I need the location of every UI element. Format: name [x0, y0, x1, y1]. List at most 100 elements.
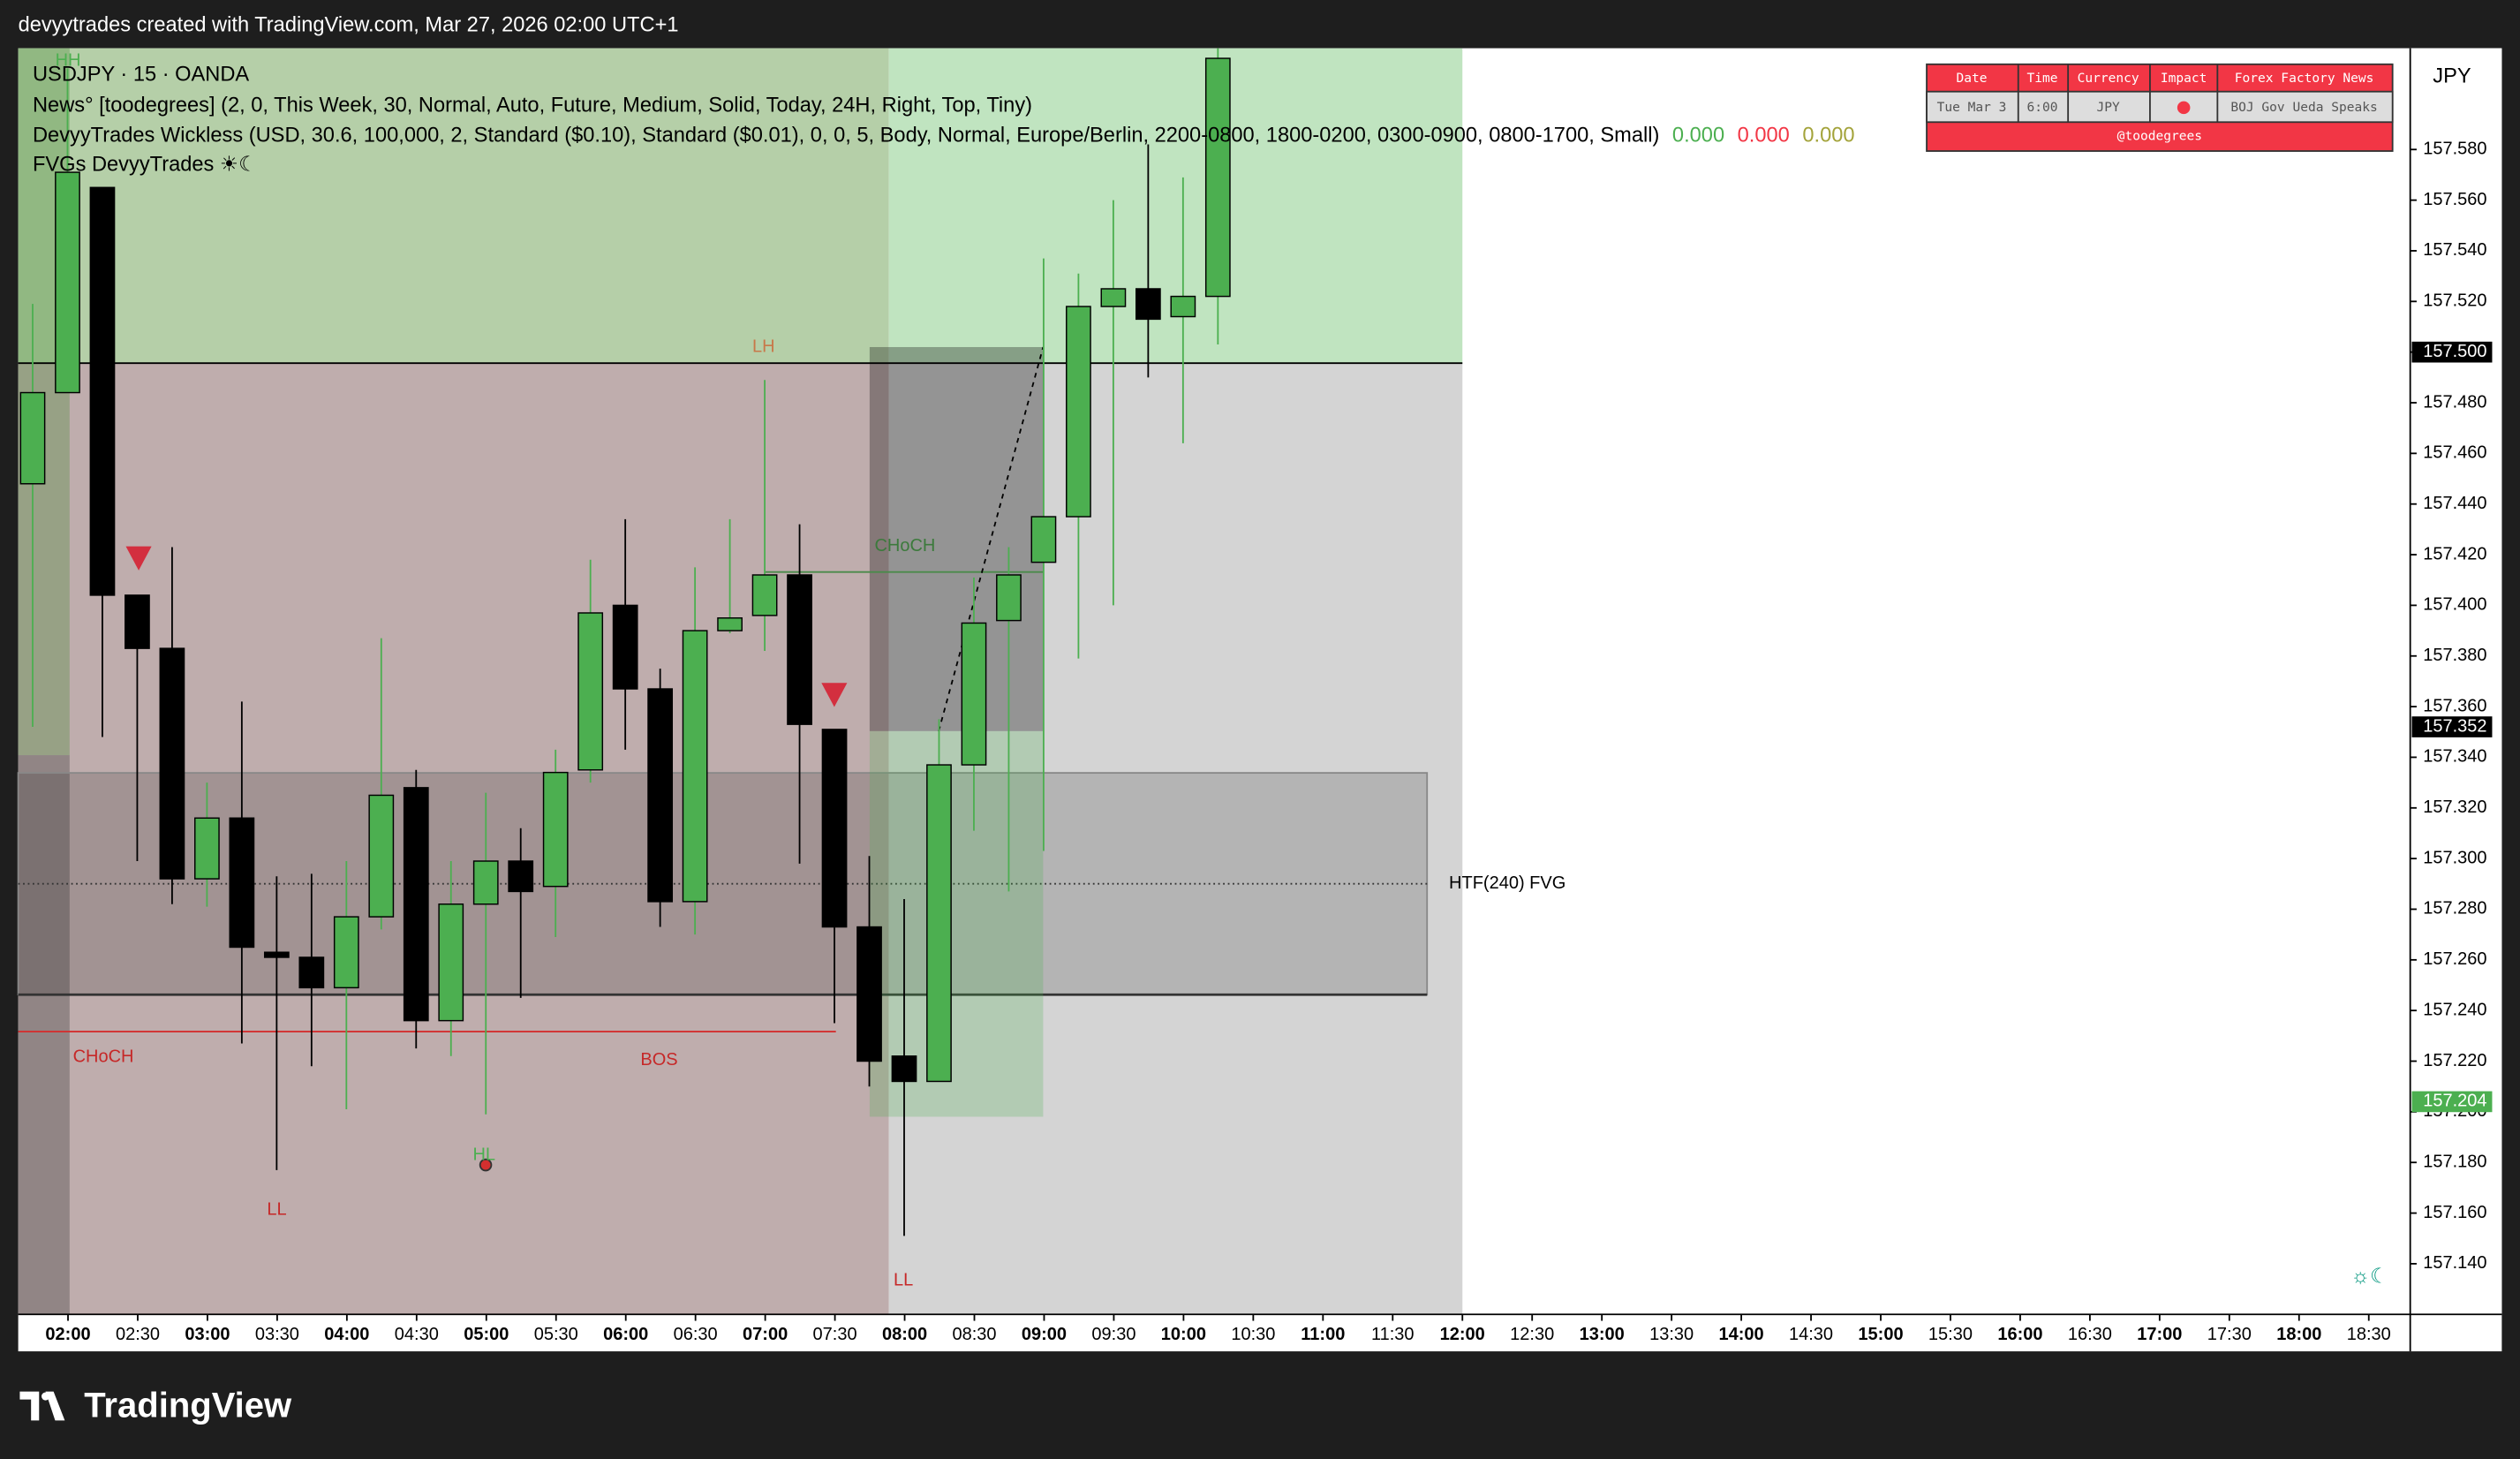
price-badge-label: 157.352: [2423, 716, 2486, 736]
candle-body: [368, 794, 395, 918]
y-tick-label: 157.560: [2423, 190, 2486, 209]
y-tick-label: 157.160: [2423, 1203, 2486, 1222]
y-tick-label: 157.540: [2423, 240, 2486, 260]
annotation: HTF(240) FVG: [1449, 873, 1566, 893]
candle-body: [333, 916, 359, 989]
candle-body: [1170, 295, 1196, 318]
x-tick-label: 02:30: [116, 1325, 160, 1344]
price-badge: [2411, 1091, 2493, 1113]
x-tick-label: 02:00: [45, 1325, 90, 1344]
legend-value: 0.000: [1738, 125, 1790, 147]
table-header: Date: [1956, 71, 1987, 86]
candle-body: [1030, 516, 1057, 563]
signal: [125, 546, 152, 571]
legend-news: News° [toodegrees] (2, 0, This Week, 30,…: [33, 94, 1032, 117]
y-tick-label: 157.440: [2423, 494, 2486, 513]
annotation: BOS: [640, 1050, 677, 1070]
x-tick-label: 06:00: [603, 1325, 648, 1344]
legend: USDJPY · 15 · OANDA News° [toodegrees] (…: [33, 64, 1855, 177]
candle-body: [89, 186, 116, 596]
impact-dot: [2177, 101, 2191, 115]
y-tick-label: 157.220: [2423, 1051, 2486, 1070]
candle-body: [159, 647, 185, 880]
x-tick-label: 14:00: [1719, 1325, 1764, 1344]
price-badge: [2411, 716, 2493, 737]
zone: [18, 48, 889, 364]
candle-body: [55, 171, 80, 394]
candle-body: [1135, 288, 1161, 321]
y-tick-label: 157.580: [2423, 140, 2486, 159]
x-tick-label: 03:30: [255, 1325, 299, 1344]
candle-body: [263, 951, 290, 958]
x-tick-label: 11:00: [1301, 1325, 1345, 1344]
dot: [479, 1158, 493, 1172]
price-badge-label: 157.500: [2423, 342, 2486, 361]
news-table: Date Time Currency Impact Forex Factory …: [1926, 63, 2394, 152]
candle-body: [194, 817, 220, 880]
candle-body: [472, 860, 499, 905]
legend-text: DevyyTrades Wickless (USD, 30.6, 100,000…: [33, 125, 1659, 147]
legend-symbol: USDJPY · 15 · OANDA: [33, 64, 249, 87]
table-cell: BOJ Gov Ueda Speaks: [2230, 100, 2377, 115]
candle-body: [717, 617, 743, 631]
header-title: devyytrades created with TradingView.com…: [19, 13, 679, 36]
candles: [19, 48, 1231, 1236]
candle-body: [891, 1055, 917, 1083]
annotation: CHoCH: [73, 1047, 134, 1066]
x-tick-label: 07:00: [743, 1325, 788, 1344]
candle-body: [856, 926, 882, 1062]
annotation: LL: [267, 1199, 286, 1219]
candle-body: [508, 860, 534, 893]
table-grid: [2017, 64, 2219, 123]
candle-body: [438, 903, 464, 1022]
legend-value: 0.000: [1672, 125, 1724, 147]
y-tick-label: 157.520: [2423, 291, 2486, 311]
legend-wickless: DevyyTrades Wickless (USD, 30.6, 100,000…: [33, 125, 1855, 147]
candle-body: [19, 391, 46, 485]
candle-body: [787, 574, 812, 725]
price-badge: [2411, 341, 2493, 363]
y-tick-label: 157.300: [2423, 848, 2486, 867]
annotation: HL: [472, 1145, 495, 1164]
x-tick-label: 09:00: [1022, 1325, 1067, 1344]
x-tick-label: 07:30: [813, 1325, 857, 1344]
x-tick-label: 13:30: [1649, 1325, 1694, 1344]
x-tick-label: 06:30: [674, 1325, 718, 1344]
candle-body: [1100, 288, 1127, 307]
x-tick-label: 09:30: [1091, 1325, 1136, 1344]
projection: [938, 346, 1045, 732]
y-tick-label: 157.180: [2423, 1152, 2486, 1171]
legend-fvgs: FVGs DevyyTrades ☀☾: [33, 154, 257, 177]
candle-body: [612, 604, 638, 690]
x-tick-label: 18:30: [2347, 1325, 2391, 1344]
table-cell: Tue Mar 3: [1937, 100, 2007, 115]
logo-mark: [41, 1392, 50, 1401]
logo-text: TradingView: [84, 1386, 292, 1425]
annotation: HH: [56, 50, 81, 70]
legend-value: 0.000: [1802, 125, 1854, 147]
table-cell: 6:00: [2027, 100, 2058, 115]
zone: [888, 363, 1463, 1315]
box: [869, 730, 1044, 1117]
table-footer: @toodegrees: [2117, 129, 2202, 144]
y-tick-label: 157.260: [2423, 949, 2486, 969]
candle-body: [682, 630, 708, 903]
x-tick-label: 12:30: [1510, 1325, 1554, 1344]
x-tick-label: 16:30: [2068, 1325, 2112, 1344]
annotation: LH: [752, 336, 775, 356]
x-tick-label: 17:00: [2137, 1325, 2182, 1344]
box: [869, 346, 1044, 731]
x-tick-label: 08:30: [952, 1325, 996, 1344]
candle-body: [124, 594, 150, 649]
y-tick-label: 157.140: [2423, 1253, 2486, 1273]
table-header: Impact: [2161, 71, 2207, 86]
x-tick-label: 05:00: [464, 1325, 509, 1344]
y-tick-label: 157.280: [2423, 899, 2486, 918]
x-tick-label: 13:00: [1580, 1325, 1625, 1344]
zones: [17, 48, 1463, 1315]
x-tick-label: 10:30: [1231, 1325, 1275, 1344]
candle-body: [961, 622, 987, 766]
candle-body: [996, 574, 1022, 622]
table-header: Currency: [2078, 71, 2139, 86]
